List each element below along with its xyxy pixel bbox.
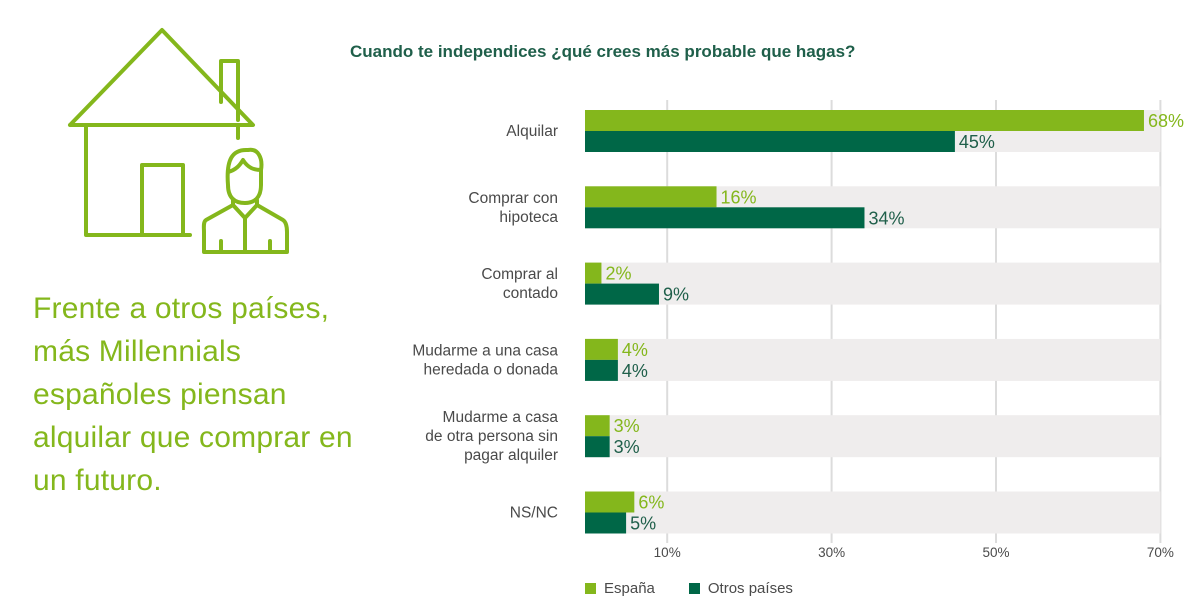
x-tick-label: 30% xyxy=(818,545,845,560)
data-label: 16% xyxy=(721,187,757,207)
category-label: Alquilar xyxy=(506,123,558,140)
data-label: 3% xyxy=(614,416,640,436)
legend-item-espana: España xyxy=(585,580,655,597)
legend-item-otros: Otros países xyxy=(688,580,793,597)
category-label: heredada o donada xyxy=(424,361,559,378)
data-label: 6% xyxy=(638,493,664,513)
bar-espana xyxy=(585,338,618,360)
category-label: Mudarme a una casa xyxy=(412,342,558,359)
bar-otros xyxy=(585,207,865,229)
bar-espana xyxy=(585,262,602,284)
category-label: pagar alquiler xyxy=(464,447,558,464)
legend-label-otros: Otros países xyxy=(707,580,793,597)
data-label: 45% xyxy=(959,132,995,152)
bar-background xyxy=(585,338,1161,381)
data-label: 4% xyxy=(622,361,648,381)
category-label: NS/NC xyxy=(510,505,558,522)
legend-label-espana: España xyxy=(604,580,655,597)
bar-otros xyxy=(585,436,610,458)
category-label: Comprar al xyxy=(481,266,558,283)
category-label: hipoteca xyxy=(499,209,558,226)
x-tick-label: 50% xyxy=(982,545,1009,560)
x-tick-label: 10% xyxy=(654,545,681,560)
data-label: 34% xyxy=(868,208,904,228)
bar-espana xyxy=(585,491,635,513)
data-label: 3% xyxy=(614,437,640,457)
data-label: 4% xyxy=(622,340,648,360)
bar-background xyxy=(585,491,1161,534)
lead-text: Frente a otros países, más Millennials e… xyxy=(33,292,353,497)
bar-otros xyxy=(585,512,627,534)
bar-background xyxy=(585,415,1161,458)
category-label: contado xyxy=(503,285,558,302)
bar-espana xyxy=(585,415,610,437)
chart-title: Cuando te independices ¿qué crees más pr… xyxy=(350,42,856,61)
legend-swatch-otros xyxy=(688,583,700,594)
bar-otros xyxy=(585,131,955,152)
data-label: 5% xyxy=(630,514,656,534)
bar-otros xyxy=(585,283,659,305)
bar-espana xyxy=(585,186,717,208)
legend-swatch-espana xyxy=(585,583,596,594)
house-with-person-icon xyxy=(68,28,289,254)
category-label: Mudarme a casa xyxy=(443,409,559,426)
bar-otros xyxy=(585,359,618,381)
category-label: de otra persona sin xyxy=(425,428,558,445)
x-tick-label: 70% xyxy=(1147,545,1174,560)
data-label: 68% xyxy=(1148,111,1184,131)
bar-espana xyxy=(585,110,1144,131)
legend: España Otros países xyxy=(585,580,793,597)
data-label: 9% xyxy=(663,285,689,305)
data-label: 2% xyxy=(605,264,631,284)
bar-background xyxy=(585,262,1161,305)
category-label: Comprar con xyxy=(468,190,558,207)
